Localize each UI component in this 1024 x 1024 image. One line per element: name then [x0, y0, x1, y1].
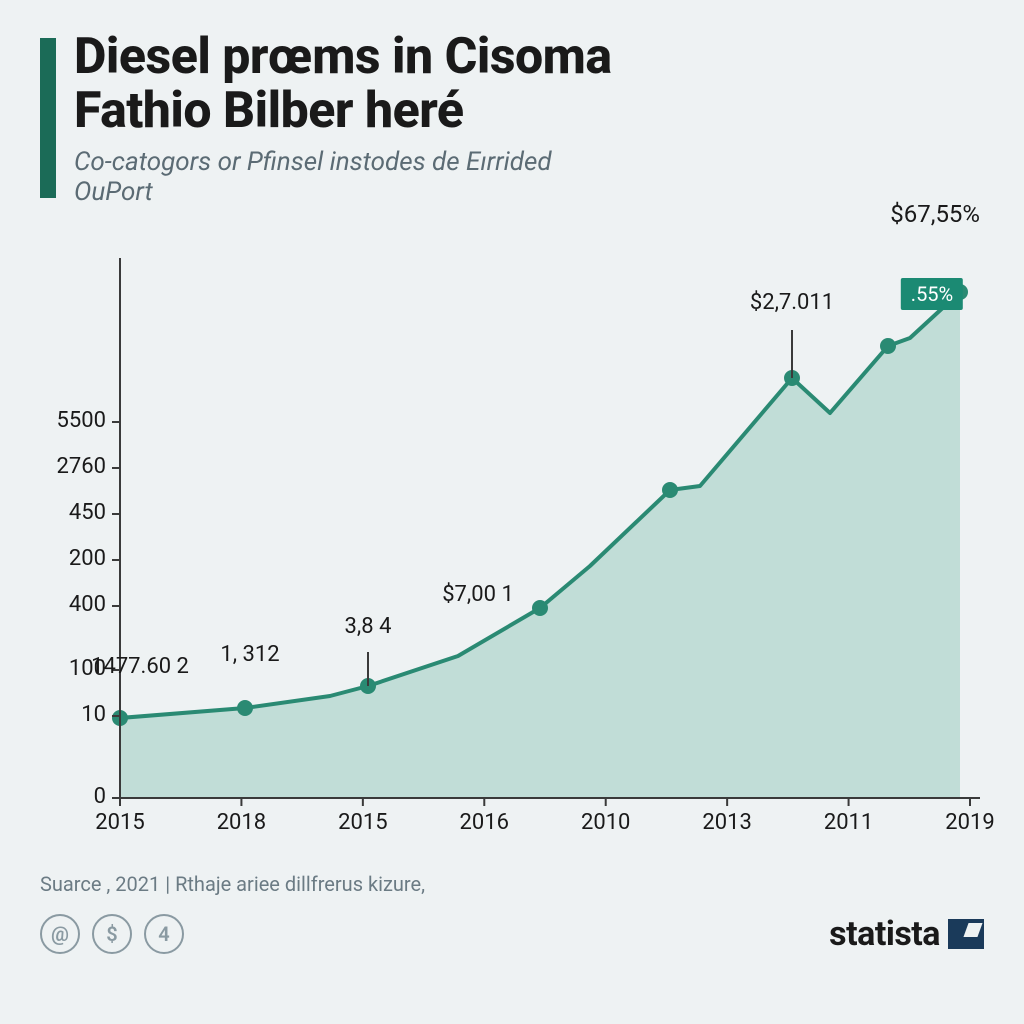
highlight-badge: .55%: [901, 278, 963, 310]
x-tick-label: 2015: [338, 810, 387, 835]
data-point-label: $2,7.011: [750, 290, 834, 315]
y-tick-label: 2760: [57, 454, 106, 479]
chart-svg: [40, 218, 984, 858]
subtitle-line-2: OuPort: [74, 177, 153, 207]
logo-mark-icon: [948, 919, 984, 949]
license-icons: @ $4: [40, 914, 184, 954]
y-tick-label: 450: [69, 500, 106, 525]
header: Diesel prœms in Cisoma Fathio Bilber her…: [40, 30, 984, 208]
y-tick-label: 400: [69, 592, 106, 617]
subtitle-line-1: Co-catogors or Pfinsel instodes de Eırri…: [74, 147, 552, 177]
data-point-label: 1477.60 2: [91, 654, 189, 679]
x-tick-label: 2016: [460, 810, 509, 835]
chart-title: Diesel prœms in Cisoma Fathio Bilber her…: [74, 30, 984, 138]
four-icon: 4: [144, 914, 184, 954]
cc-icon: @: [40, 914, 80, 954]
brand-logo: statista: [829, 914, 984, 954]
x-tick-label: 2010: [581, 810, 630, 835]
y-tick-label: 10: [81, 702, 106, 727]
x-tick-label: 2013: [702, 810, 751, 835]
top-right-annotation: $67,55%: [890, 200, 980, 228]
logo-text: statista: [829, 914, 940, 954]
dollar-icon: $: [92, 914, 132, 954]
source-footer: Suarce , 2021 | Rthaje ariee dillfrerus …: [40, 872, 984, 896]
y-tick-label: 5500: [57, 408, 106, 433]
y-tick-label: 200: [69, 546, 106, 571]
chart-area: $67,55% .55% 01010040020045027605500 201…: [40, 218, 984, 858]
chart-subtitle: Co-catogors or Pfinsel instodes de Eırri…: [74, 148, 984, 208]
x-tick-label: 2015: [95, 810, 144, 835]
y-tick-label: 0: [94, 784, 106, 809]
x-tick-label: 2018: [217, 810, 266, 835]
data-point-label: 1, 312: [220, 642, 279, 667]
x-tick-label: 2011: [824, 810, 873, 835]
x-tick-label: 2019: [945, 810, 994, 835]
data-point-label: $7,00 1: [442, 582, 514, 607]
bottom-bar: @ $4 statista: [40, 914, 984, 954]
title-line-1: Diesel prœms in Cisoma: [74, 28, 612, 86]
data-point-label: 3,8 4: [345, 614, 392, 639]
title-line-2: Fathio Bilber heré: [74, 82, 464, 140]
title-block: Diesel prœms in Cisoma Fathio Bilber her…: [74, 30, 984, 208]
accent-bar: [40, 38, 56, 198]
